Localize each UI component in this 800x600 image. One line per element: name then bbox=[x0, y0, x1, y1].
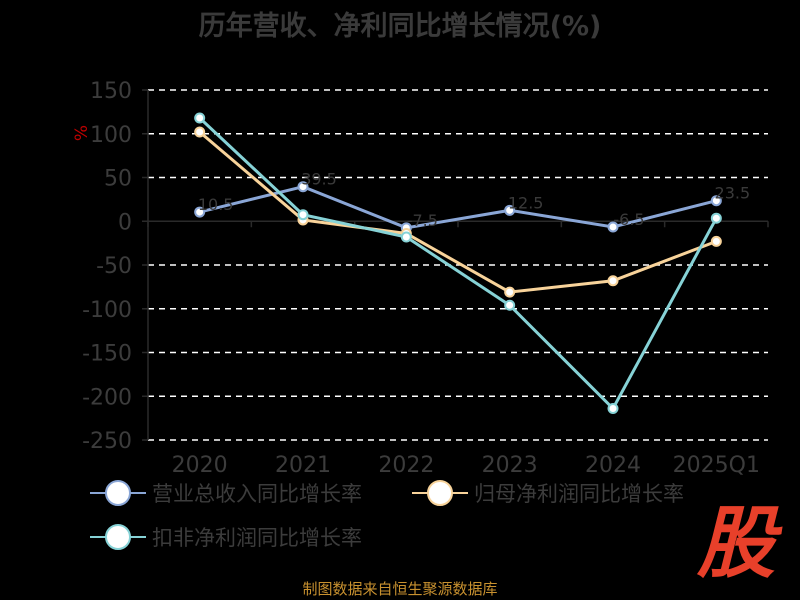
series-lines bbox=[194, 112, 722, 414]
data-point-deducted-profit[interactable] bbox=[194, 112, 206, 124]
legend-swatch-net-profit bbox=[412, 480, 468, 506]
data-point-revenue[interactable] bbox=[194, 206, 206, 218]
data-label-revenue: 12.5 bbox=[508, 193, 544, 212]
legend-label-net-profit: 归母净利润同比增长率 bbox=[474, 482, 684, 506]
data-point-net-profit[interactable] bbox=[710, 235, 722, 247]
y-tick-label: 100 bbox=[90, 123, 132, 148]
data-point-net-profit[interactable] bbox=[504, 286, 516, 298]
series-line-revenue bbox=[199, 185, 717, 230]
y-tick-labels: 150 100 50 0 -50 -100 -150 -200 -250 bbox=[82, 79, 132, 454]
legend-label-revenue: 营业总收入同比增长率 bbox=[152, 482, 362, 506]
legend-item-deducted-profit[interactable]: 扣非净利润同比增长率 bbox=[90, 522, 362, 552]
x-tick-labels: 2020 2021 2022 2023 2024 2025Q1 bbox=[172, 453, 760, 478]
x-tick-label: 2023 bbox=[482, 453, 538, 478]
x-tick-label: 2022 bbox=[378, 453, 434, 478]
data-point-deducted-profit[interactable] bbox=[400, 231, 412, 243]
data-point-deducted-profit[interactable] bbox=[710, 212, 722, 224]
data-source-note: 制图数据来自恒生聚源数据库 bbox=[302, 580, 498, 598]
legend-swatch-revenue bbox=[90, 480, 146, 506]
x-tick-label: 2020 bbox=[172, 453, 228, 478]
y-tick-label: -100 bbox=[82, 298, 132, 323]
y-tick-label: 150 bbox=[90, 79, 132, 104]
data-point-deducted-profit[interactable] bbox=[607, 403, 619, 414]
data-label-revenue: 39.5 bbox=[301, 170, 337, 189]
data-point-revenue[interactable] bbox=[710, 195, 722, 207]
series-line-deducted-profit bbox=[198, 116, 718, 411]
brand-logo: 股 bbox=[696, 499, 775, 589]
data-point-deducted-profit[interactable] bbox=[504, 299, 516, 311]
data-label-revenue: -7.5 bbox=[407, 211, 438, 230]
y-axis-label: % bbox=[72, 125, 92, 141]
data-point-revenue[interactable] bbox=[504, 204, 516, 216]
y-tick-label: -150 bbox=[82, 342, 132, 367]
y-tick-label: -250 bbox=[82, 429, 132, 454]
data-label-revenue: 10.5 bbox=[198, 195, 234, 214]
x-tick-label: 2025Q1 bbox=[673, 453, 760, 478]
grid-lines bbox=[148, 89, 768, 441]
data-label-revenue: 23.5 bbox=[715, 184, 751, 203]
data-point-deducted-profit[interactable] bbox=[297, 209, 309, 221]
y-tick-label: 0 bbox=[118, 210, 132, 235]
data-point-revenue[interactable] bbox=[607, 221, 619, 233]
y-tick-label: -200 bbox=[82, 385, 132, 410]
axes bbox=[142, 89, 769, 441]
data-label-revenue: -6.5 bbox=[613, 210, 644, 229]
series-line-net-profit bbox=[198, 130, 717, 294]
data-point-net-profit[interactable] bbox=[194, 126, 206, 138]
y-tick-label: 50 bbox=[104, 167, 132, 192]
legend-item-net-profit[interactable]: 归母净利润同比增长率 bbox=[412, 478, 684, 508]
legend-label-deducted-profit: 扣非净利润同比增长率 bbox=[152, 526, 362, 550]
y-tick-label: -50 bbox=[96, 254, 132, 279]
chart-title: 历年营收、净利同比增长情况(%) bbox=[198, 11, 602, 42]
data-point-net-profit[interactable] bbox=[607, 275, 619, 287]
data-point-revenue[interactable] bbox=[297, 181, 309, 193]
data-labels: 10.5 39.5 -7.5 12.5 -6.5 23.5 bbox=[198, 170, 750, 230]
x-tick-label: 2024 bbox=[585, 453, 641, 478]
legend-swatch-deducted-profit bbox=[90, 524, 146, 550]
x-tick-label: 2021 bbox=[275, 453, 331, 478]
legend-item-revenue[interactable]: 营业总收入同比增长率 bbox=[90, 478, 362, 508]
